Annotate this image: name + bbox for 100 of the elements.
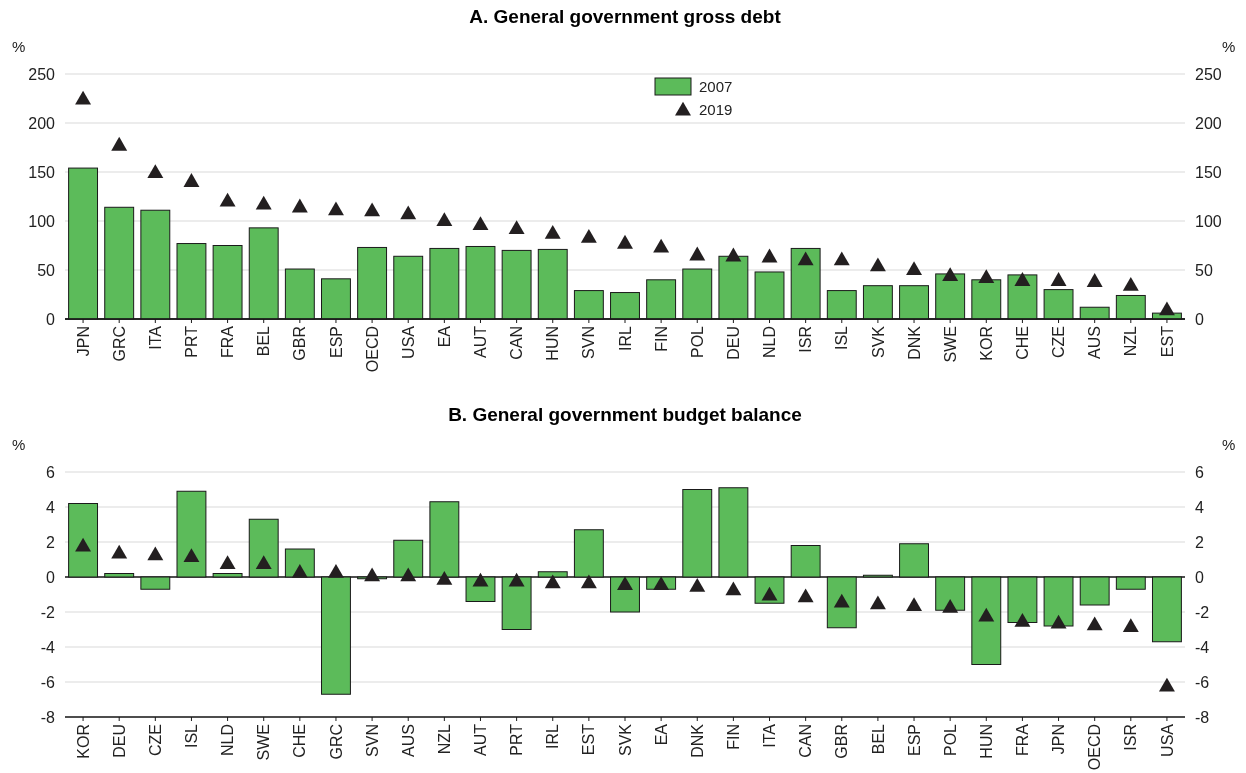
point: [761, 248, 778, 263]
point: [436, 212, 453, 227]
y2-tick-label: 50: [1195, 261, 1213, 279]
x-tick-label: DNK: [905, 325, 923, 360]
point: [653, 238, 670, 253]
point: [797, 251, 814, 266]
point: [1050, 614, 1067, 629]
x-tick-label: PRT: [183, 325, 201, 358]
point: [725, 247, 742, 262]
x-tick-label: SWE: [255, 724, 273, 761]
point: [75, 90, 92, 105]
x-tick-label: AUT: [472, 723, 490, 756]
x-tick-label: AUT: [472, 325, 490, 358]
x-tick-label: PRT: [508, 723, 526, 756]
y2-tick-label: 2: [1195, 533, 1204, 551]
point: [1014, 613, 1031, 627]
y-axis-title: %: [12, 436, 26, 453]
x-tick-label: HUN: [544, 326, 562, 361]
x-tick-label: KOR: [977, 326, 995, 361]
point: [111, 136, 128, 151]
y2-axis-title: %: [1222, 436, 1236, 453]
x-tick-label: USA: [399, 325, 417, 359]
y2-tick-label: 100: [1195, 212, 1222, 230]
y-tick-label: 2: [46, 533, 56, 551]
point: [797, 588, 814, 603]
point: [183, 173, 200, 187]
legend-label: 2007: [699, 78, 733, 96]
point: [978, 269, 995, 283]
point: [544, 574, 561, 589]
x-tick-label: NZL: [435, 723, 453, 755]
y-tick-label: 100: [28, 212, 56, 230]
x-tick-label: DNK: [688, 723, 706, 758]
point: [942, 267, 959, 281]
x-tick-label: GRC: [110, 326, 128, 362]
point: [255, 555, 272, 570]
point: [978, 607, 995, 622]
x-tick-label: ISR: [797, 326, 815, 353]
x-tick-label: CHE: [291, 724, 309, 758]
x-tick-label: OECD: [1086, 724, 1104, 771]
x-tick-label: CHE: [1014, 326, 1032, 360]
y-tick-label: -4: [40, 638, 56, 656]
y-tick-label: 0: [46, 568, 56, 586]
x-tick-label: GBR: [833, 724, 851, 759]
point: [400, 567, 417, 582]
x-tick-label: IRL: [544, 723, 562, 749]
point: [869, 257, 886, 272]
point: [906, 597, 922, 612]
point: [400, 205, 417, 220]
point: [617, 576, 633, 591]
y2-tick-label: 150: [1195, 163, 1222, 181]
chart-title: A. General government gross debt: [469, 6, 782, 27]
point: [291, 198, 308, 213]
x-tick-label: GBR: [291, 326, 309, 361]
y-tick-label: -6: [40, 673, 56, 691]
x-tick-label: ITA: [761, 723, 779, 748]
point: [689, 246, 706, 261]
y2-tick-label: 200: [1195, 114, 1222, 132]
x-tick-label: DEU: [110, 724, 128, 758]
y2-tick-label: -6: [1195, 673, 1210, 691]
x-tick-label: FRA: [219, 325, 237, 358]
x-tick-label: ESP: [905, 724, 923, 757]
x-tick-label: FIN: [724, 724, 742, 750]
y2-tick-label: 4: [1195, 498, 1204, 516]
point: [689, 578, 706, 592]
x-tick-label: GRC: [327, 724, 345, 760]
y-tick-label: -2: [40, 603, 56, 621]
point: [436, 571, 453, 585]
y-tick-label: 6: [46, 463, 56, 481]
x-tick-label: SWE: [941, 326, 959, 363]
x-tick-label: ISL: [183, 723, 201, 749]
y2-tick-label: 250: [1195, 65, 1222, 83]
x-tick-label: SVN: [363, 724, 381, 757]
point: [1050, 272, 1067, 286]
y-axis-title: %: [12, 38, 26, 55]
point: [364, 567, 381, 582]
x-tick-label: AUS: [1086, 326, 1104, 359]
x-tick-label: ITA: [146, 325, 164, 350]
point: [255, 195, 272, 210]
point: [1014, 272, 1031, 286]
x-tick-label: CZE: [1050, 326, 1068, 358]
x-tick-label: EST: [580, 723, 598, 756]
x-tick-label: SVN: [580, 326, 598, 359]
point: [1086, 273, 1103, 287]
x-tick-label: ESP: [327, 326, 345, 359]
point: [580, 574, 597, 589]
y2-tick-label: 0: [1195, 568, 1204, 586]
point: [472, 216, 489, 231]
x-tick-label: FIN: [652, 326, 670, 352]
point: [1086, 616, 1103, 631]
x-tick-label: ISL: [833, 325, 851, 351]
point: [508, 572, 525, 587]
point: [75, 537, 92, 552]
x-tick-label: POL: [941, 723, 959, 757]
y2-axis-title: %: [1222, 38, 1236, 55]
y2-tick-label: -2: [1195, 603, 1210, 621]
y-tick-label: -8: [40, 708, 56, 726]
x-tick-label: AUS: [399, 724, 417, 757]
y-tick-label: 50: [37, 261, 56, 279]
y-tick-label: 250: [28, 65, 56, 83]
y2-tick-label: 6: [1195, 463, 1204, 481]
